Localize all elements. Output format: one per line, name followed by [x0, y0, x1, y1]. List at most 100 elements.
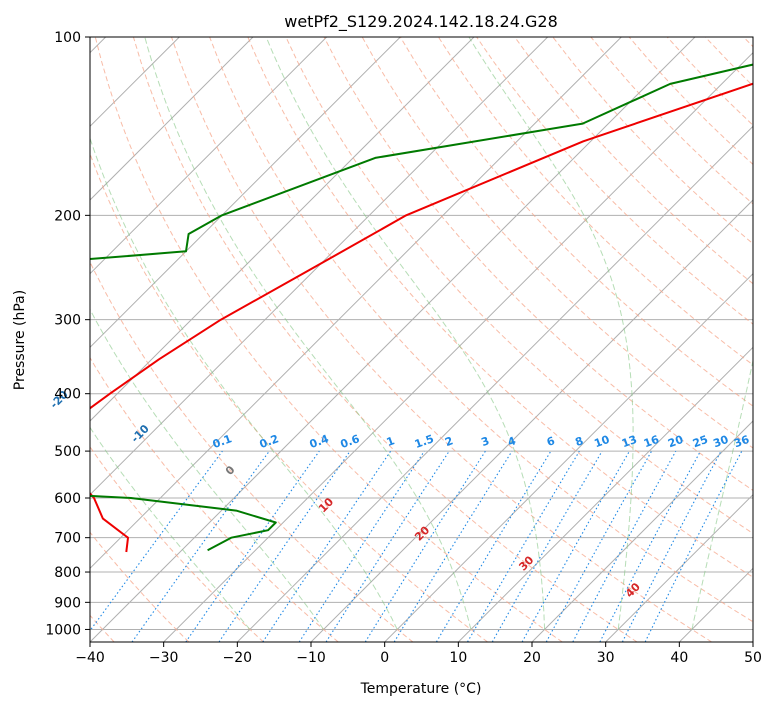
y-tick-label: 900	[54, 595, 81, 611]
dry-adiabat-label: 40	[623, 580, 643, 600]
x-tick-label: 30	[597, 650, 615, 666]
y-tick-label: 500	[54, 444, 81, 460]
x-tick-label: −10	[296, 650, 326, 666]
dry-adiabat-line	[90, 356, 339, 642]
dry-adiabat-line	[209, 37, 753, 623]
isotherm-line	[90, 37, 401, 349]
mixing-ratio-line	[621, 450, 722, 642]
mixing-ratio-line	[218, 450, 351, 642]
profile-lines	[90, 63, 753, 553]
mixing-ratio-line	[467, 450, 580, 642]
dry-adiabat-line	[132, 37, 638, 642]
mixing-ratio-label: 2	[443, 434, 455, 449]
y-tick-label: 400	[54, 387, 81, 403]
chart-title: wetPf2_S129.2024.142.18.24.G28	[284, 12, 558, 32]
x-axis-label: Temperature (°C)	[360, 681, 482, 697]
x-tick-label: 40	[670, 650, 688, 666]
mixing-ratio-label: 1.5	[413, 432, 436, 451]
mixing-ratio-label: 6	[545, 434, 557, 449]
x-tick-label: −30	[149, 650, 179, 666]
isotherm-line	[384, 272, 753, 642]
temperature-profile-line	[90, 82, 753, 553]
isotherm-line	[90, 37, 254, 201]
y-tick-label: 200	[54, 208, 81, 224]
mixing-ratio-label: 10	[593, 433, 612, 451]
x-tick-label: 20	[523, 650, 541, 666]
dry-adiabat-line	[399, 37, 753, 407]
dry-adiabat-line	[323, 37, 753, 491]
mixing-ratio-label: 13	[620, 433, 639, 450]
isotherm-line	[457, 346, 753, 642]
x-tick-label: 10	[449, 650, 467, 666]
x-tick-label: 50	[744, 650, 762, 666]
mixing-ratio-label: 0.2	[258, 432, 281, 451]
dry-adiabat-line	[285, 37, 753, 535]
mixing-ratio-label: 1	[385, 434, 397, 449]
dry-adiabat-label: 30	[516, 553, 536, 573]
dry-adiabat-line	[666, 37, 753, 126]
mixing-ratio-line	[298, 450, 425, 642]
mixing-ratio-line	[185, 450, 320, 642]
mixing-ratio-label: 30	[711, 433, 730, 451]
isotherm-line	[605, 493, 753, 642]
mixing-ratio-line	[435, 450, 552, 642]
mixing-ratio-label: 0.4	[308, 432, 331, 451]
x-tick-label: 0	[380, 650, 389, 666]
isotherm-line	[678, 567, 753, 642]
dry-adiabat-label: 0	[223, 463, 238, 478]
moist-adiabat-line	[265, 37, 546, 630]
mixing-ratio-label: 0.1	[211, 432, 234, 451]
dry-adiabat-line	[94, 37, 563, 642]
line-labels: -100-90-80-70-60-50-40-30-20-10010203040…	[48, 388, 752, 600]
moist-adiabat-line	[90, 136, 398, 630]
dry-adiabat-line	[361, 37, 753, 449]
y-axis-label: Pressure (hPa)	[12, 290, 28, 390]
mixing-ratio-label: 36	[732, 433, 751, 451]
mixing-ratio-line	[572, 450, 677, 642]
y-tick-label: 300	[54, 313, 81, 329]
dry-adiabat-line	[590, 37, 753, 205]
dry-adiabat-label: -10	[129, 422, 152, 445]
mixing-ratio-line	[599, 450, 701, 642]
dewpoint-profile-line	[90, 63, 753, 552]
dry-adiabat-line	[171, 37, 712, 642]
mixing-ratio-label: 0.6	[339, 432, 362, 451]
mixing-ratio-line	[545, 450, 653, 642]
y-tick-label: 600	[54, 491, 81, 507]
isotherm-line	[236, 125, 753, 642]
isotherm-line	[90, 37, 328, 275]
isotherm-line	[90, 37, 549, 496]
x-tick-label: −40	[75, 650, 105, 666]
dry-adiabat-line	[247, 37, 753, 578]
moist-adiabat-line	[468, 37, 634, 630]
isotherm-line	[90, 37, 696, 642]
isotherm-line	[90, 37, 622, 570]
isotherm-line	[310, 199, 753, 642]
mixing-ratio-label: 4	[506, 434, 518, 449]
mixing-ratio-line	[325, 450, 450, 642]
mixing-ratio-line	[131, 450, 270, 642]
isotherm-line	[531, 420, 753, 642]
background-lines	[90, 37, 753, 642]
mixing-ratio-label: 20	[666, 433, 685, 451]
dry-adiabat-line	[90, 260, 414, 642]
y-tick-label: 1000	[45, 622, 81, 638]
dry-adiabat-label: 20	[412, 523, 432, 543]
mixing-ratio-label: 8	[573, 434, 585, 449]
dry-adiabat-line	[743, 37, 753, 48]
isotherm-line	[163, 51, 753, 642]
dry-adiabat-line	[514, 37, 753, 285]
mixing-ratio-line	[393, 450, 513, 642]
dry-adiabat-line	[552, 37, 753, 245]
y-tick-label: 100	[54, 30, 81, 46]
mixing-ratio-line	[90, 450, 223, 632]
mixing-ratio-line	[262, 450, 392, 642]
mixing-ratio-label: 3	[479, 434, 491, 449]
dry-adiabat-line	[90, 531, 190, 642]
dry-adiabat-line	[704, 37, 753, 87]
dry-adiabat-line	[90, 446, 264, 642]
y-tick-label: 700	[54, 531, 81, 547]
y-tick-label: 800	[54, 565, 81, 581]
moist-adiabat-line	[691, 358, 753, 630]
